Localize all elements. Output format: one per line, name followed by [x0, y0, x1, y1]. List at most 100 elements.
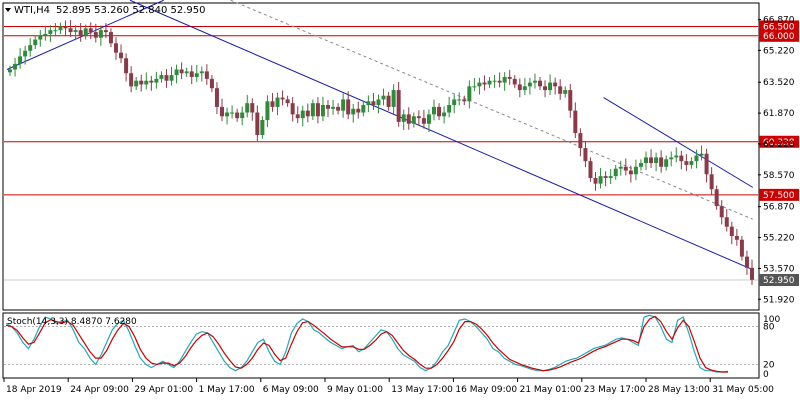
candle-body [704, 153, 709, 175]
candle-body [628, 170, 633, 175]
candle-body [548, 82, 553, 91]
price-tick-label: 55.220 [763, 234, 795, 244]
candle-body [608, 176, 613, 179]
time-tick-label: 21 May 01:00 [520, 385, 582, 395]
time-tick-label: 9 May 01:00 [327, 385, 383, 395]
candle-body [18, 56, 23, 64]
candle-body [426, 114, 431, 124]
candle-body [134, 80, 139, 87]
candle-body [240, 112, 245, 119]
candle-body [204, 71, 209, 79]
level-label: 66.500 [763, 22, 795, 32]
candle-body [88, 28, 93, 33]
candle-body [664, 159, 669, 167]
candle-body [220, 106, 224, 117]
level-label: 60.338 [763, 138, 795, 148]
candle-body [48, 30, 53, 34]
candles [8, 20, 754, 285]
candle-body [53, 30, 58, 32]
candle-body [684, 161, 689, 165]
candle-body [724, 217, 729, 227]
candle-body [280, 97, 285, 100]
candle-body [613, 168, 618, 177]
candle-body [300, 110, 305, 119]
candle-body [320, 105, 325, 117]
stoch-main-line [5, 314, 729, 373]
candle-body [538, 80, 542, 87]
candle-body [457, 99, 462, 101]
time-axis: 18 Apr 2019 24 Apr 09:00 29 Apr 01:00 1 May… [3, 378, 774, 395]
candle-body [356, 108, 361, 113]
candle-body [189, 71, 194, 77]
candle-body [588, 161, 593, 179]
time-tick-label: 24 Apr 09:00 [70, 385, 129, 395]
candle-body [603, 176, 608, 179]
candle-body [512, 78, 517, 85]
candle-body [744, 256, 749, 268]
candle-body [719, 206, 724, 218]
candle-body [361, 105, 366, 113]
time-tick-label: 1 May 17:00 [199, 385, 255, 395]
candle-body [386, 95, 391, 107]
candle-body [694, 155, 699, 162]
candle-body [432, 106, 436, 115]
candle-body [421, 118, 426, 124]
candle-body [326, 105, 330, 109]
stoch-level-label: 20 [763, 360, 775, 370]
candle-body [174, 69, 179, 76]
candle-body [8, 69, 12, 73]
candle-body [290, 103, 295, 115]
candle-body [659, 157, 664, 167]
candle-body [78, 30, 83, 36]
candle-body [43, 33, 48, 36]
candle-body [391, 90, 396, 107]
candle-body [497, 80, 502, 83]
candle-body [169, 75, 174, 81]
candle-body [522, 86, 527, 91]
candle-body [199, 71, 204, 74]
candle-body [714, 189, 719, 207]
candle-body [487, 80, 492, 85]
candle-body [709, 174, 714, 190]
candle-body [28, 45, 33, 51]
candle-body [164, 75, 169, 81]
candle-body [502, 76, 507, 83]
candle-body [734, 236, 739, 240]
candle-body [209, 78, 214, 89]
candle-body [341, 99, 346, 111]
candle-body [351, 108, 356, 115]
channel-upper [129, 0, 753, 271]
candle-body [477, 82, 482, 87]
candle-body [442, 112, 447, 117]
candle-body [527, 82, 532, 87]
candle-body [462, 99, 467, 102]
candle-body [119, 52, 124, 59]
price-tick-label: 66.870 [763, 16, 795, 26]
candle-body [103, 30, 108, 33]
time-tick-label: 6 May 09:00 [263, 385, 319, 395]
stoch-panel-frame [2, 312, 760, 379]
candle-body [184, 71, 189, 74]
candle-body [225, 112, 230, 117]
candle-body [406, 114, 411, 124]
candle-body [593, 178, 598, 184]
candle-body [568, 90, 573, 111]
level-badge [759, 135, 799, 148]
candle-body [13, 63, 18, 70]
time-tick-label: 31 May 05:00 [712, 385, 774, 395]
candle-body [553, 82, 558, 87]
stoch-level-label: 80 [763, 323, 775, 333]
candle-body [543, 86, 548, 91]
candle-body [214, 88, 219, 107]
candle-body [63, 26, 68, 29]
candle-body [623, 166, 628, 171]
dropdown-triangle-icon[interactable] [5, 8, 11, 12]
candle-body [573, 110, 578, 134]
candle-body [638, 163, 643, 167]
candle-body [396, 90, 401, 122]
current-price-label: 52.950 [763, 276, 795, 286]
